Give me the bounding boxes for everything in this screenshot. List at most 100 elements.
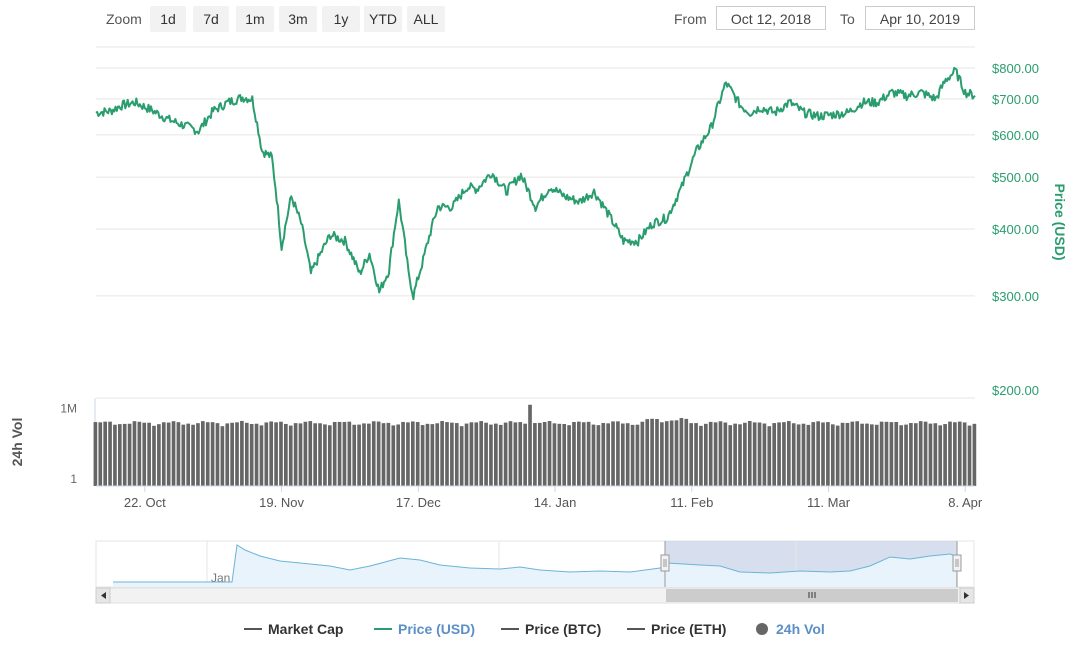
legend-label: Market Cap: [268, 621, 344, 637]
volume-bar: [586, 421, 591, 486]
volume-bar: [738, 424, 742, 486]
from-date-input[interactable]: Oct 12, 2018: [716, 6, 826, 30]
legend-label: Price (ETH): [651, 621, 727, 637]
zoom-ytd-button[interactable]: YTD: [364, 6, 402, 32]
legend-price-btc[interactable]: Price (BTC): [501, 621, 601, 637]
volume-bar: [826, 422, 830, 486]
volume-bar: [210, 422, 215, 486]
volume-bar: [933, 423, 938, 486]
volume-bar: [660, 422, 664, 486]
zoom-1d-button[interactable]: 1d: [150, 6, 186, 32]
zoom-all-button[interactable]: ALL: [407, 6, 445, 32]
price-chart: $200.00 $300.00 $400.00 $500.00 $600.00 $700.…: [9, 46, 1068, 604]
legend-24h-vol[interactable]: 24h Vol: [756, 621, 825, 637]
volume-bar: [620, 423, 625, 486]
volume-bar: [313, 423, 317, 486]
volume-bar: [308, 421, 313, 486]
volume-bar: [430, 424, 435, 486]
x-tick-label: 19. Nov: [259, 495, 304, 510]
legend-market-cap[interactable]: Market Cap: [244, 621, 343, 637]
volume-bar: [225, 423, 230, 486]
x-tick-label: 14. Jan: [534, 495, 577, 510]
navigator-left-handle[interactable]: [660, 554, 670, 572]
volume-bar: [664, 421, 669, 486]
volume-bar: [181, 424, 186, 486]
volume-bar: [108, 421, 112, 486]
navigator-right-handle[interactable]: [952, 554, 962, 572]
volume-bar: [850, 421, 855, 486]
volume-bar: [205, 422, 210, 486]
volume-bar: [127, 423, 132, 486]
price-gridlines: [96, 46, 975, 297]
zoom-1m-button[interactable]: 1m: [236, 6, 274, 32]
volume-bar: [474, 422, 479, 486]
volume-bar: [196, 423, 200, 486]
volume-bar: [503, 422, 508, 486]
volume-bar: [899, 425, 903, 486]
volume-bar: [288, 425, 293, 486]
volume-bar: [450, 422, 454, 486]
volume-bar: [420, 425, 425, 486]
legend-label: Price (USD): [398, 621, 476, 637]
volume-bar: [913, 423, 918, 486]
volume-bar: [611, 421, 615, 486]
volume-bar: [498, 424, 503, 486]
volume-bar: [669, 420, 674, 486]
volume-bar: [777, 422, 781, 486]
volume-bar: [357, 424, 361, 486]
volume-bar: [410, 421, 415, 486]
legend-label: 24h Vol: [776, 621, 825, 637]
volume-bar: [528, 404, 532, 486]
volume-bar: [845, 422, 850, 486]
price-tick-label: $500.00: [992, 170, 1039, 185]
volume-bar: [650, 418, 654, 486]
volume-bar: [645, 419, 650, 486]
volume-bar: [440, 421, 444, 486]
range-selector-toolbar: Zoom 1d 7d 1m 3m 1y YTD ALL From Oct 12,…: [0, 0, 1080, 40]
volume-bar: [855, 421, 860, 486]
volume-bar: [635, 424, 640, 486]
volume-bar: [918, 421, 923, 486]
volume-bar: [713, 422, 718, 486]
volume-bar: [518, 422, 523, 486]
legend-price-usd[interactable]: Price (USD): [374, 621, 475, 637]
volume-series: [93, 404, 977, 486]
volume-bar: [806, 424, 811, 486]
navigator-scrollbar[interactable]: [95, 587, 975, 604]
volume-bar: [606, 423, 610, 486]
zoom-7d-button[interactable]: 7d: [193, 6, 229, 32]
volume-bar: [953, 422, 957, 486]
price-tick-label: $800.00: [992, 61, 1039, 76]
volume-bar: [201, 421, 205, 486]
volume-bar: [489, 424, 493, 486]
volume-bar: [835, 425, 840, 486]
volume-bar: [557, 423, 562, 486]
volume-bar: [699, 425, 703, 486]
volume-bar: [484, 422, 488, 486]
x-tick-label: 11. Mar: [807, 495, 851, 510]
volume-bar: [264, 422, 269, 486]
volume-y-axis: 1 1M: [60, 401, 77, 486]
volume-bar: [367, 423, 371, 486]
legend-price-eth[interactable]: Price (ETH): [627, 621, 726, 637]
zoom-3m-button[interactable]: 3m: [279, 6, 317, 32]
line-marker-icon: [627, 628, 645, 631]
volume-bar: [132, 421, 137, 486]
volume-bar: [327, 425, 332, 486]
volume-bar: [323, 424, 327, 486]
volume-bar: [523, 423, 527, 486]
volume-bar: [98, 422, 103, 486]
volume-bar: [533, 423, 537, 486]
volume-bar: [757, 422, 762, 486]
zoom-1y-button[interactable]: 1y: [322, 6, 360, 32]
volume-bar: [435, 423, 440, 486]
volume-bar: [572, 422, 576, 486]
volume-bar: [425, 423, 430, 486]
volume-bar: [811, 422, 816, 486]
x-tick-label: 11. Feb: [670, 495, 713, 510]
price-tick-label: $700.00: [992, 92, 1039, 107]
to-date-input[interactable]: Apr 10, 2019: [865, 6, 975, 30]
volume-bar: [581, 422, 586, 486]
volume-bar: [171, 421, 176, 486]
volume-bar: [923, 421, 928, 486]
